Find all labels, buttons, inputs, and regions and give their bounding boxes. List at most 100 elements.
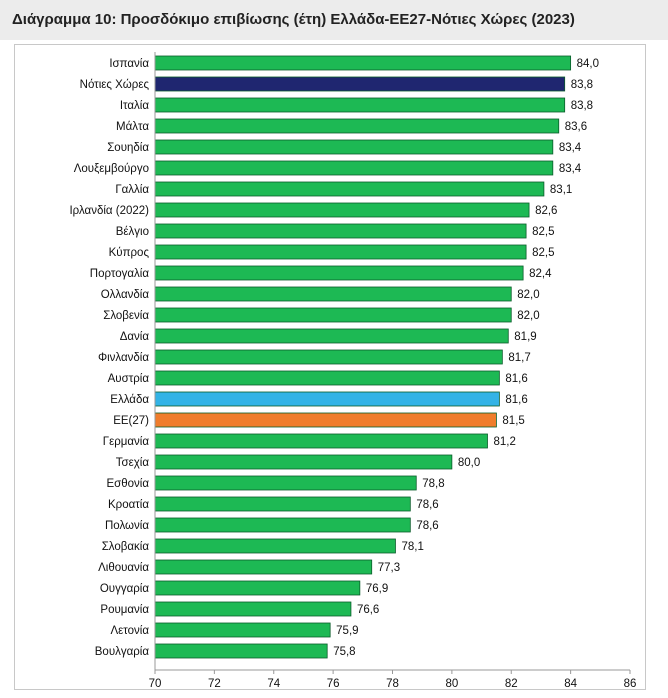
value-label-row-1: 83,8 — [571, 79, 593, 91]
value-label-row-18: 81,2 — [494, 436, 516, 448]
category-label-row-5: Λουξεμβούργο — [74, 163, 149, 175]
bar-row-11 — [154, 286, 512, 302]
value-label-row-0: 84,0 — [577, 58, 599, 70]
value-label-row-26: 76,6 — [357, 604, 379, 616]
category-label-row-24: Λιθουανία — [98, 562, 149, 574]
category-label-row-23: Σλοβακία — [102, 541, 150, 553]
value-label-row-23: 78,1 — [401, 541, 423, 553]
category-label-row-4: Σουηδία — [107, 142, 149, 154]
x-tick-label-78: 78 — [386, 678, 399, 690]
value-label-row-8: 82,5 — [532, 226, 554, 238]
value-label-row-16: 81,6 — [505, 394, 527, 406]
chart-title: Διάγραμμα 10: Προσδόκιμο επιβίωσης (έτη)… — [12, 11, 575, 28]
bar-row-6 — [154, 181, 545, 197]
bar-row-8 — [154, 223, 527, 239]
value-label-row-10: 82,4 — [529, 268, 552, 280]
category-label-row-10: Πορτογαλία — [90, 268, 150, 280]
bar-row-3 — [154, 118, 560, 134]
bar-row-7 — [154, 202, 530, 218]
bar-row-25 — [154, 580, 361, 596]
bar-row-17 — [154, 412, 497, 428]
value-label-row-25: 76,9 — [366, 583, 388, 595]
value-label-row-5: 83,4 — [559, 163, 582, 175]
category-label-row-22: Πολωνία — [105, 520, 149, 532]
category-label-row-13: Δανία — [120, 331, 150, 343]
category-label-row-1: Νότιες Χώρες — [80, 79, 150, 91]
category-label-row-18: Γερμανία — [103, 436, 150, 448]
value-label-row-9: 82,5 — [532, 247, 554, 259]
x-tick-label-84: 84 — [564, 678, 577, 690]
bar-row-0 — [154, 55, 572, 71]
category-label-row-25: Ουγγαρία — [100, 583, 149, 595]
category-label-row-20: Εσθονία — [106, 478, 149, 490]
category-label-row-17: ΕΕ(27) — [113, 415, 149, 427]
bar-row-21 — [154, 496, 411, 512]
chart-frame — [14, 44, 646, 690]
category-label-row-3: Μάλτα — [116, 121, 149, 133]
category-label-row-8: Βέλγιο — [116, 226, 149, 238]
category-label-row-21: Κροατία — [108, 499, 149, 511]
value-label-row-20: 78,8 — [422, 478, 444, 490]
category-label-row-15: Αυστρία — [108, 373, 150, 385]
value-label-row-28: 75,8 — [333, 646, 355, 658]
category-label-row-2: Ιταλία — [120, 100, 150, 112]
bar-row-22 — [154, 517, 411, 533]
value-label-row-14: 81,7 — [508, 352, 530, 364]
x-tick-label-82: 82 — [505, 678, 518, 690]
bar-row-19 — [154, 454, 453, 470]
value-label-row-19: 80,0 — [458, 457, 480, 469]
bar-row-12 — [154, 307, 512, 323]
x-tick-label-72: 72 — [208, 678, 221, 690]
bar-row-16 — [154, 391, 500, 407]
bar-row-26 — [154, 601, 352, 617]
bar-row-20 — [154, 475, 417, 491]
category-label-row-27: Λετονία — [110, 625, 149, 637]
bar-row-15 — [154, 370, 500, 386]
bar-row-1 — [154, 76, 566, 92]
bar-row-23 — [154, 538, 396, 554]
bar-row-18 — [154, 433, 488, 449]
category-label-row-6: Γαλλία — [115, 184, 149, 196]
value-label-row-6: 83,1 — [550, 184, 572, 196]
value-label-row-7: 82,6 — [535, 205, 557, 217]
x-tick-label-70: 70 — [149, 678, 162, 690]
category-label-row-26: Ρουμανία — [100, 604, 149, 616]
bar-row-9 — [154, 244, 527, 260]
value-label-row-21: 78,6 — [416, 499, 438, 511]
value-label-row-22: 78,6 — [416, 520, 438, 532]
category-label-row-19: Τσεχία — [116, 457, 150, 469]
bar-row-14 — [154, 349, 503, 365]
bar-row-28 — [154, 643, 328, 659]
value-label-row-27: 75,9 — [336, 625, 358, 637]
bar-row-27 — [154, 622, 331, 638]
value-label-row-17: 81,5 — [502, 415, 524, 427]
value-label-row-11: 82,0 — [517, 289, 539, 301]
category-label-row-9: Κύπρος — [109, 247, 150, 259]
category-label-row-7: Ιρλανδία (2022) — [69, 205, 149, 217]
category-label-row-0: Ισπανία — [109, 58, 149, 70]
bar-row-24 — [154, 559, 373, 575]
x-tick-label-80: 80 — [445, 678, 458, 690]
value-label-row-24: 77,3 — [378, 562, 400, 574]
value-label-row-13: 81,9 — [514, 331, 536, 343]
bar-row-10 — [154, 265, 524, 281]
bar-row-13 — [154, 328, 509, 344]
category-label-row-16: Ελλάδα — [110, 394, 149, 406]
category-label-row-11: Ολλανδία — [101, 289, 150, 301]
x-tick-label-74: 74 — [267, 678, 280, 690]
bar-row-5 — [154, 160, 554, 176]
category-label-row-28: Βουλγαρία — [95, 646, 150, 658]
value-label-row-4: 83,4 — [559, 142, 582, 154]
title-bar: Διάγραμμα 10: Προσδόκιμο επιβίωσης (έτη)… — [0, 0, 668, 40]
value-label-row-2: 83,8 — [571, 100, 593, 112]
x-tick-label-86: 86 — [624, 678, 637, 690]
x-tick-label-76: 76 — [327, 678, 340, 690]
bar-row-4 — [154, 139, 554, 155]
bar-row-2 — [154, 97, 566, 113]
value-label-row-3: 83,6 — [565, 121, 587, 133]
category-label-row-14: Φινλανδία — [98, 352, 149, 364]
value-label-row-12: 82,0 — [517, 310, 539, 322]
category-label-row-12: Σλοβενία — [103, 310, 149, 322]
value-label-row-15: 81,6 — [505, 373, 527, 385]
